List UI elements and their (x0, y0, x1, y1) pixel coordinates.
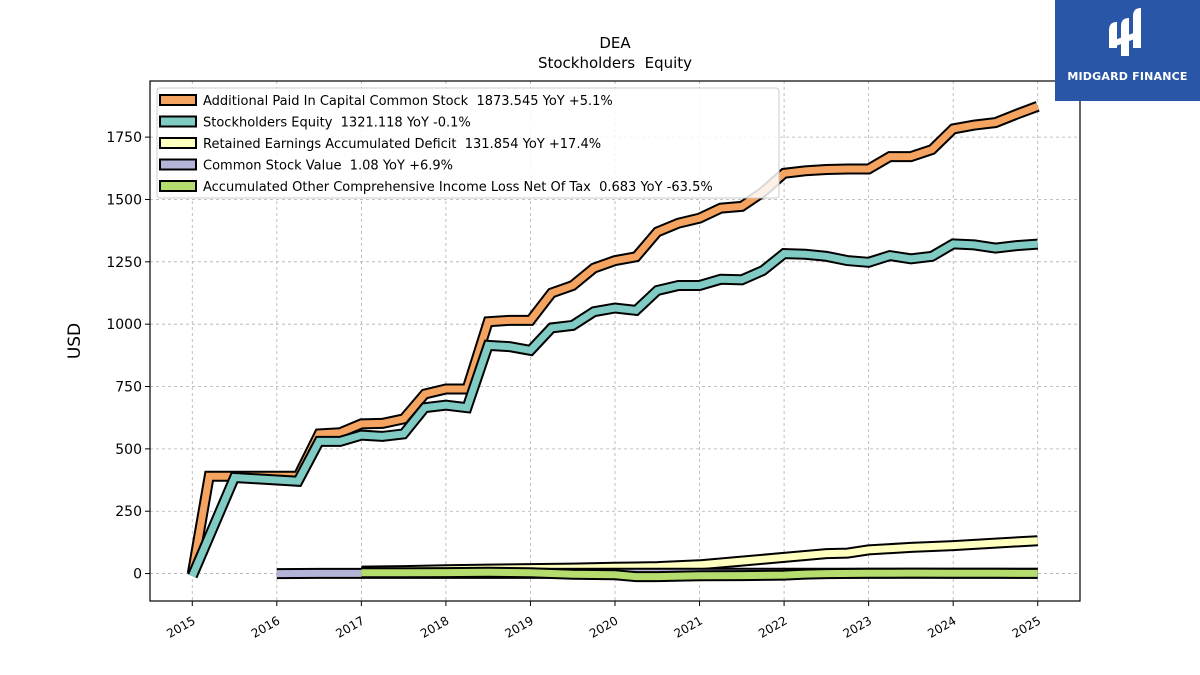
chart-subtitle: Stockholders Equity (538, 54, 692, 72)
x-tick-label: 2025 (1010, 613, 1043, 640)
logo-mark-icon (1109, 8, 1141, 56)
x-tick-label: 2024 (925, 613, 958, 640)
legend-label-1: Stockholders Equity 1321.118 YoY -0.1% (203, 116, 471, 131)
x-tick-label: 2019 (503, 613, 536, 640)
x-tick-label: 2021 (672, 613, 705, 640)
legend-swatch-4 (159, 180, 197, 192)
legend-swatch-2 (159, 137, 197, 149)
x-tick-label: 2022 (756, 613, 789, 640)
y-tick-label: 1750 (106, 130, 142, 146)
y-tick-label: 1500 (106, 192, 142, 208)
legend-swatch-3 (159, 158, 197, 171)
series-line-4 (361, 568, 1038, 581)
x-tick-label: 2020 (587, 613, 620, 640)
legend: Additional Paid In Capital Common Stock … (156, 87, 780, 199)
x-tick-label: 2017 (333, 613, 366, 640)
legend-label-0: Additional Paid In Capital Common Stock … (203, 94, 613, 109)
logo-text: MIDGARD FINANCE (1067, 70, 1188, 83)
legend-swatch-0 (159, 94, 197, 106)
y-tick-label: 1000 (106, 317, 142, 333)
series-line-1 (189, 240, 1038, 578)
y-tick-label: 1250 (106, 255, 142, 271)
x-tick-label: 2015 (164, 613, 197, 640)
x-tick-label: 2023 (841, 613, 874, 640)
legend-label-2: Retained Earnings Accumulated Deficit 13… (203, 137, 601, 152)
legend-swatch-1 (159, 115, 197, 128)
y-tick-label: 0 (133, 567, 142, 583)
legend-label-3: Common Stock Value 1.08 YoY +6.9% (203, 159, 453, 174)
y-tick-label: 250 (115, 504, 142, 520)
y-tick-label: 750 (115, 380, 142, 396)
brand-logo: MIDGARD FINANCE (1055, 0, 1200, 101)
legend-label-4: Accumulated Other Comprehensive Income L… (203, 180, 713, 195)
series-line-0 (188, 103, 1039, 575)
legend-box (156, 87, 780, 199)
x-tick-label: 2016 (249, 613, 282, 640)
x-tick-label: 2018 (418, 613, 451, 640)
series-layer (186, 101, 1040, 583)
y-axis-label: USD (65, 323, 85, 359)
chart-title: DEA (599, 34, 631, 52)
y-tick-label: 500 (115, 442, 142, 458)
